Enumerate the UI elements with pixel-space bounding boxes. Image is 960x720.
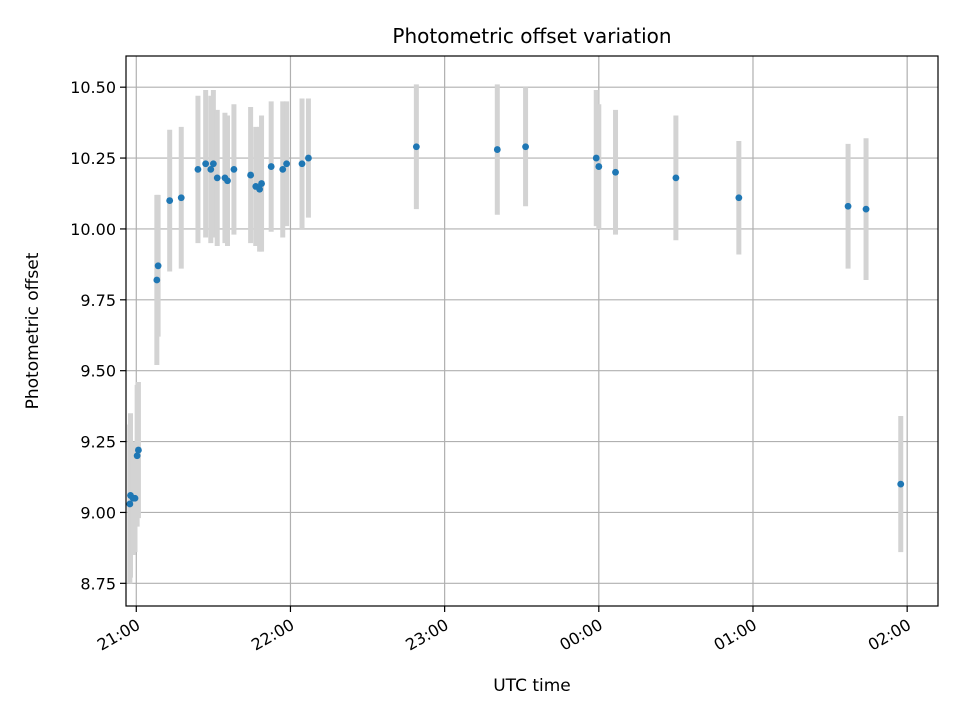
y-axis-title: Photometric offset (23, 252, 43, 409)
data-point (135, 446, 142, 454)
data-point (592, 154, 600, 162)
data-point (612, 168, 619, 176)
data-point (283, 160, 291, 168)
data-point (897, 480, 905, 488)
data-point (224, 177, 231, 185)
data-point (267, 163, 275, 170)
data-point (279, 166, 287, 173)
data-point (209, 160, 217, 168)
data-point (126, 500, 134, 508)
data-point (153, 276, 161, 284)
y-tick-label: 10.50 (70, 78, 116, 97)
data-point (672, 174, 680, 182)
data-point (131, 494, 139, 502)
data-point (258, 180, 265, 187)
data-points (126, 143, 905, 508)
data-point (862, 205, 870, 213)
y-axis: 8.75 9.00 9.25 9.50 9.75 10.00 10.25 10.50 (70, 78, 126, 593)
data-point (595, 163, 603, 170)
data-point (412, 143, 420, 151)
x-axis-title: UTC time (493, 676, 571, 696)
y-tick-label: 9.75 (80, 291, 116, 310)
data-point (194, 166, 202, 173)
data-point (202, 160, 210, 168)
data-point (177, 194, 185, 202)
y-tick-label: 10.25 (70, 149, 116, 168)
plot-area-frame (125, 55, 939, 607)
y-tick-label: 9.50 (80, 362, 116, 381)
chart-title: Photometric offset variation (392, 24, 671, 48)
data-point (213, 174, 221, 182)
data-point (305, 154, 312, 162)
data-point (247, 171, 255, 179)
data-point (493, 146, 501, 153)
data-point (522, 143, 529, 151)
data-point (298, 160, 306, 168)
y-tick-label: 9.25 (80, 433, 116, 452)
y-tick-label: 8.75 (80, 574, 116, 593)
data-point (133, 452, 141, 460)
data-point (230, 166, 238, 173)
y-tick-label: 10.00 (70, 220, 116, 239)
y-tick-label: 9.00 (80, 503, 116, 522)
data-point (207, 166, 215, 173)
data-point (154, 262, 162, 270)
data-point (844, 202, 852, 210)
data-point (735, 194, 743, 202)
data-point (166, 197, 174, 204)
data-point (256, 185, 264, 193)
